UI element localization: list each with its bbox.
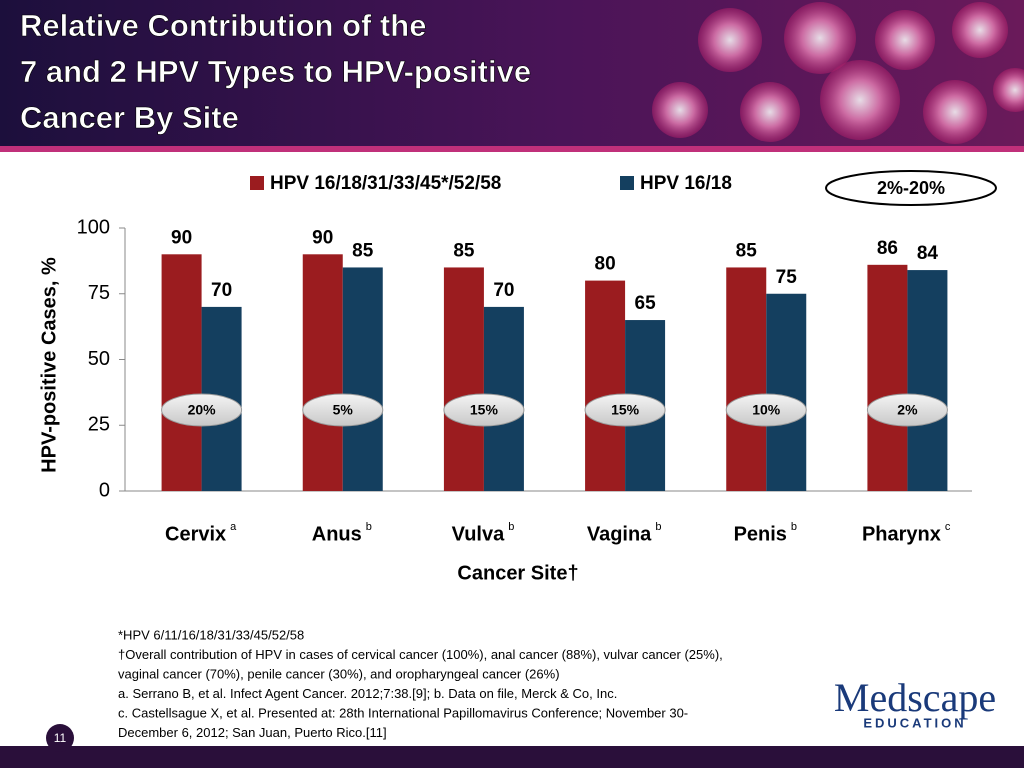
header-rule	[0, 146, 1024, 152]
page-badge	[46, 724, 74, 752]
virus-art	[652, 2, 1024, 144]
difference-oval	[302, 393, 384, 427]
page-number: 11	[54, 731, 67, 745]
category-note: a	[230, 521, 237, 533]
difference-oval	[584, 393, 666, 427]
data-label: 90	[312, 227, 333, 248]
data-label: 86	[877, 238, 898, 259]
y-tick-label: 0	[99, 479, 110, 501]
range-callout	[825, 170, 997, 206]
bar	[867, 264, 908, 491]
range-label: 2%-20%	[877, 178, 945, 198]
difference-oval	[161, 393, 243, 427]
category-note: b	[655, 521, 661, 533]
data-label: 85	[453, 240, 475, 261]
bar	[443, 267, 484, 491]
difference-label: 2%	[897, 402, 918, 418]
logo-tagline: EDUCATION	[863, 715, 966, 730]
difference-oval	[866, 393, 948, 427]
difference-label: 15%	[470, 402, 499, 418]
bar	[726, 267, 767, 491]
data-label: 70	[211, 280, 232, 301]
footnote: a. Serrano B, et al. Infect Agent Cancer…	[118, 686, 617, 701]
data-label: 75	[776, 267, 798, 288]
x-tick-label: Cervix	[165, 523, 226, 545]
legend-swatch	[620, 176, 634, 190]
category-note: b	[791, 521, 797, 533]
category-note: c	[945, 521, 951, 533]
footnote: c. Castellsague X, et al. Presented at: …	[118, 705, 688, 720]
y-tick-label: 100	[77, 216, 110, 238]
difference-oval	[443, 393, 525, 427]
difference-oval	[725, 393, 807, 427]
logo-name: Medscape	[834, 675, 996, 720]
category-note: b	[508, 521, 514, 533]
footer-band	[0, 746, 1024, 768]
legend-label: HPV 16/18	[640, 173, 732, 194]
y-tick-label: 50	[88, 348, 110, 370]
y-tick-label: 75	[88, 282, 110, 304]
data-label: 90	[171, 227, 192, 248]
difference-label: 15%	[611, 402, 640, 418]
bar	[161, 254, 202, 491]
data-label: 84	[917, 243, 939, 264]
footnote: †Overall contribution of HPV in cases of…	[118, 647, 723, 662]
slide-title: 7 and 2 HPV Types to HPV-positive	[20, 54, 531, 89]
data-label: 80	[595, 254, 616, 275]
slide-title: Relative Contribution of the	[20, 8, 426, 43]
data-label: 85	[352, 240, 374, 261]
data-label: 70	[493, 280, 514, 301]
x-tick-label: Vagina	[587, 523, 652, 545]
x-axis-title: Cancer Site†	[457, 562, 578, 584]
data-label: 65	[635, 293, 657, 314]
x-tick-label: Anus	[312, 523, 362, 545]
difference-label: 10%	[752, 402, 781, 418]
data-label: 85	[736, 240, 758, 261]
bar	[766, 293, 807, 491]
bar	[907, 270, 948, 491]
bar	[342, 267, 383, 491]
x-tick-label: Vulva	[452, 523, 505, 545]
footnote: *HPV 6/11/16/18/31/33/45/52/58	[118, 627, 304, 642]
footnote: vaginal cancer (70%), penile cancer (30%…	[118, 666, 560, 681]
x-tick-label: Penis	[734, 523, 787, 545]
category-note: b	[366, 521, 372, 533]
bar	[585, 280, 626, 491]
legend-swatch	[250, 176, 264, 190]
difference-label: 20%	[188, 402, 217, 418]
x-tick-label: Pharynx	[862, 523, 941, 545]
footnote: December 6, 2012; San Juan, Puerto Rico.…	[118, 725, 387, 740]
y-axis-title: HPV-positive Cases, %	[38, 257, 60, 473]
bar	[302, 254, 343, 491]
difference-label: 5%	[333, 402, 354, 418]
y-tick-label: 25	[88, 414, 110, 436]
slide-title: Cancer By Site	[20, 100, 239, 135]
legend-label: HPV 16/18/31/33/45*/52/58	[270, 173, 501, 194]
